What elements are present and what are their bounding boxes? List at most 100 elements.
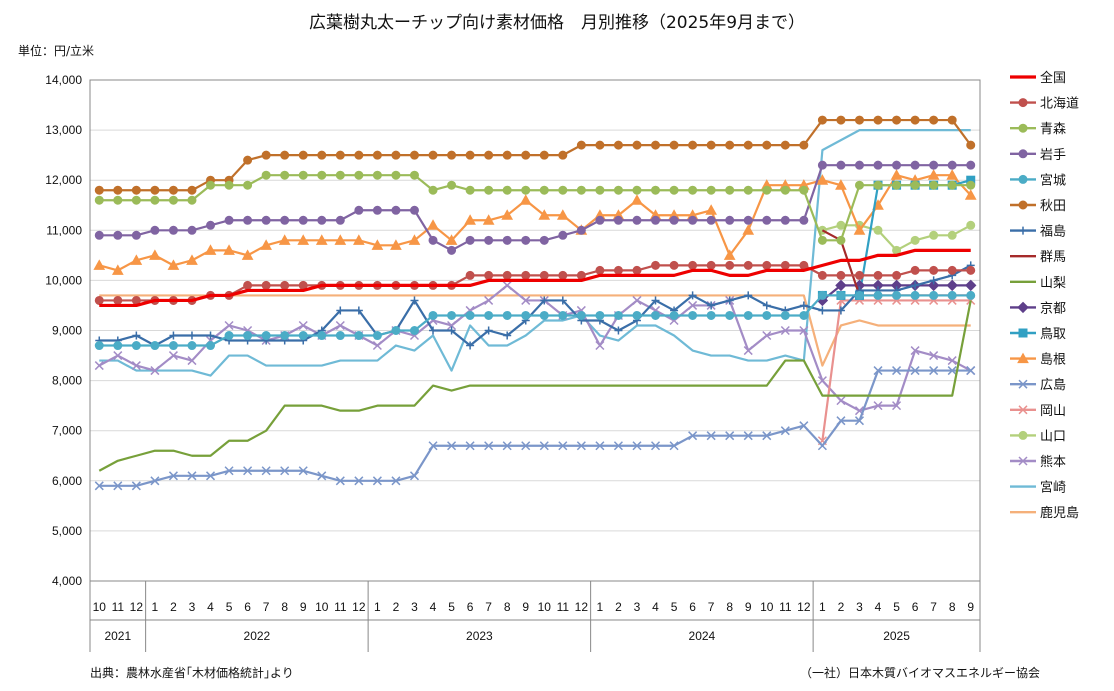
data-point bbox=[706, 260, 716, 270]
data-point bbox=[297, 234, 310, 245]
data-point bbox=[614, 326, 623, 335]
data-point bbox=[521, 295, 531, 305]
data-point bbox=[243, 155, 253, 165]
y-tick-label: 10,000 bbox=[45, 273, 82, 287]
data-point bbox=[762, 185, 772, 195]
data-point bbox=[817, 441, 827, 451]
data-point bbox=[298, 150, 308, 160]
data-point bbox=[205, 471, 216, 481]
data-point bbox=[540, 296, 549, 305]
data-point bbox=[243, 466, 253, 476]
data-point bbox=[131, 185, 141, 195]
data-point bbox=[354, 476, 364, 486]
series-line-全国 bbox=[99, 248, 971, 308]
x-tick-label: 7 bbox=[485, 600, 492, 614]
data-point bbox=[484, 185, 494, 195]
data-point bbox=[447, 245, 457, 255]
x-tick-label: 6 bbox=[244, 600, 251, 614]
legend-label: 宮城 bbox=[1040, 172, 1066, 188]
data-point bbox=[651, 185, 661, 195]
data-point bbox=[261, 331, 271, 341]
x-tick-label: 1 bbox=[819, 600, 826, 614]
y-tick-label: 14,000 bbox=[45, 73, 82, 87]
data-point bbox=[224, 180, 234, 190]
data-point bbox=[817, 160, 827, 170]
data-point bbox=[150, 341, 160, 351]
x-tick-label: 7 bbox=[930, 600, 937, 614]
data-point bbox=[409, 150, 419, 160]
data-point bbox=[391, 150, 401, 160]
x-tick-label: 10 bbox=[93, 600, 107, 614]
data-point bbox=[854, 160, 864, 170]
data-point bbox=[261, 280, 271, 290]
x-tick-label: 3 bbox=[634, 600, 641, 614]
data-point bbox=[243, 215, 253, 225]
data-point bbox=[261, 466, 271, 476]
data-point bbox=[298, 215, 308, 225]
data-point bbox=[595, 265, 605, 275]
data-point bbox=[929, 180, 939, 190]
y-tick-label: 9,000 bbox=[52, 324, 82, 338]
data-point bbox=[521, 310, 531, 320]
data-point bbox=[669, 140, 679, 150]
data-point bbox=[539, 441, 549, 451]
legend-label: 宮崎 bbox=[1040, 480, 1066, 496]
x-tick-label: 11 bbox=[334, 600, 347, 614]
data-point bbox=[484, 326, 493, 335]
data-point bbox=[113, 341, 123, 351]
data-point bbox=[168, 471, 178, 481]
data-point bbox=[669, 215, 679, 225]
legend-label: 秋田 bbox=[1040, 199, 1066, 214]
data-point bbox=[429, 326, 438, 335]
data-point bbox=[910, 235, 920, 245]
data-point bbox=[947, 180, 957, 190]
x-tick-label: 1 bbox=[597, 600, 604, 614]
data-point bbox=[372, 340, 382, 351]
data-point bbox=[224, 320, 234, 331]
data-point bbox=[94, 341, 104, 351]
series-line-広島 bbox=[99, 369, 971, 487]
data-point bbox=[206, 220, 216, 230]
data-point bbox=[743, 310, 753, 320]
legend-label: 福島 bbox=[1040, 225, 1066, 240]
data-point bbox=[836, 416, 846, 426]
data-point bbox=[482, 214, 495, 225]
data-point bbox=[725, 296, 734, 305]
x-tick-label: 9 bbox=[300, 600, 307, 614]
series-line-宮崎 bbox=[99, 129, 971, 377]
data-point bbox=[743, 431, 753, 441]
legend-marker bbox=[1019, 226, 1027, 235]
data-point bbox=[725, 140, 735, 150]
x-tick-label: 10 bbox=[760, 600, 774, 614]
data-point bbox=[94, 295, 104, 305]
series-line-鹿児島 bbox=[99, 294, 971, 367]
data-point bbox=[241, 249, 254, 260]
data-point bbox=[466, 341, 475, 350]
data-point bbox=[94, 481, 104, 491]
legend-marker bbox=[1017, 301, 1029, 314]
data-point bbox=[558, 310, 568, 320]
data-point bbox=[613, 215, 623, 225]
data-point bbox=[167, 259, 180, 270]
data-point bbox=[206, 180, 216, 190]
x-tick-label: 4 bbox=[652, 600, 659, 614]
data-point bbox=[336, 306, 345, 315]
data-point bbox=[632, 295, 642, 305]
legend-label: 広島 bbox=[1040, 378, 1066, 393]
data-point bbox=[725, 310, 735, 320]
legend-marker bbox=[1018, 405, 1028, 415]
data-point bbox=[817, 115, 827, 125]
data-point bbox=[817, 290, 827, 300]
data-point bbox=[447, 180, 457, 190]
data-point bbox=[743, 140, 753, 150]
data-point bbox=[816, 174, 829, 185]
data-point bbox=[280, 170, 290, 180]
data-point bbox=[335, 476, 345, 486]
y-tick-label: 11,000 bbox=[46, 223, 82, 237]
data-point bbox=[93, 259, 106, 270]
data-point bbox=[335, 320, 345, 331]
x-tick-label: 3 bbox=[189, 600, 196, 614]
data-point bbox=[873, 366, 883, 376]
data-point bbox=[317, 170, 327, 180]
